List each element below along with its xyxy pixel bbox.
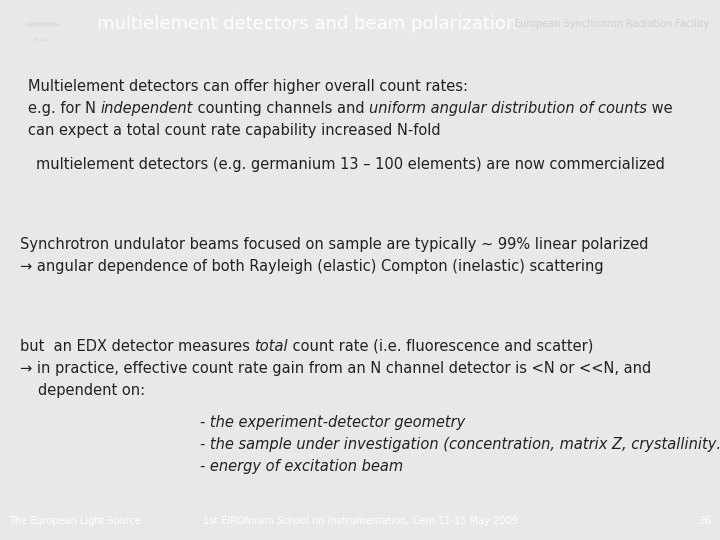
Text: 1st EIROforum School on Instrumentation, Cern 11-15 May 2009: 1st EIROforum School on Instrumentation,… [202,516,518,526]
Text: 26: 26 [698,516,711,526]
Text: but  an EDX detector measures: but an EDX detector measures [20,339,254,354]
Text: independent: independent [101,100,193,116]
Text: uniform angular distribution of counts: uniform angular distribution of counts [369,100,647,116]
Circle shape [31,24,53,25]
Text: → angular dependence of both Rayleigh (elastic) Compton (inelastic) scattering: → angular dependence of both Rayleigh (e… [20,259,603,274]
Text: - the experiment-detector geometry: - the experiment-detector geometry [200,415,465,430]
Text: e.g. for N: e.g. for N [28,100,101,116]
Text: Synchrotron undulator beams focused on sample are typically ~ 99% linear polariz: Synchrotron undulator beams focused on s… [20,237,649,252]
Text: ESRF: ESRF [33,38,50,43]
Text: - energy of excitation beam: - energy of excitation beam [200,458,403,474]
Text: multielement detectors (e.g. germanium 13 – 100 elements) are now commercialized: multielement detectors (e.g. germanium 1… [36,157,665,172]
Text: multielement detectors and beam polarization: multielement detectors and beam polariza… [97,15,518,33]
Text: - the sample under investigation (concentration, matrix Z, crystallinity…): - the sample under investigation (concen… [200,437,720,451]
Text: count rate (i.e. fluorescence and scatter): count rate (i.e. fluorescence and scatte… [288,339,593,354]
Text: counting channels and: counting channels and [193,100,369,116]
Text: we: we [647,100,672,116]
Text: European Synchrotron Radiation Facility: European Synchrotron Radiation Facility [514,19,709,29]
Text: total: total [254,339,288,354]
Text: The European Light Source: The European Light Source [9,516,140,526]
Text: → in practice, effective count rate gain from an N channel detector is <N or <<N: → in practice, effective count rate gain… [20,361,652,376]
Text: dependent on:: dependent on: [38,383,145,397]
Text: Multielement detectors can offer higher overall count rates:: Multielement detectors can offer higher … [28,79,468,93]
Text: can expect a total count rate capability increased N-fold: can expect a total count rate capability… [28,123,441,138]
